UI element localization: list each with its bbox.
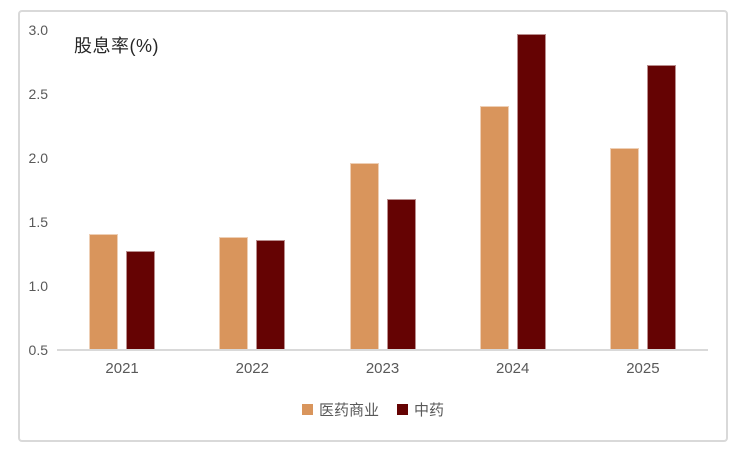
y-tick-label: 0.5 xyxy=(28,342,48,358)
x-tick-label-2023: 2023 xyxy=(365,360,400,377)
x-axis-line xyxy=(57,349,708,351)
bar-2021-series-0 xyxy=(89,233,119,350)
y-tick-label: 2.0 xyxy=(28,150,48,166)
legend-label: 医药商业 xyxy=(318,402,379,419)
legend-label: 中药 xyxy=(414,402,445,419)
bar-2022-series-0 xyxy=(219,237,249,350)
y-tick-label: 3.0 xyxy=(28,22,48,38)
legend-item-0: 医药商业 xyxy=(301,399,379,420)
legend: 医药商业 中药 xyxy=(18,399,728,420)
bar-2022-series-1 xyxy=(256,239,286,350)
y-tick-label: 2.5 xyxy=(28,86,48,102)
bar-2025-series-1 xyxy=(646,64,676,350)
bar-2021-series-1 xyxy=(126,251,156,350)
bar-2023-series-1 xyxy=(386,198,416,350)
legend-swatch-icon xyxy=(397,404,408,415)
x-tick-label-2021: 2021 xyxy=(105,360,139,377)
x-tick-label-2025: 2025 xyxy=(626,360,660,377)
bar-2024-series-1 xyxy=(516,33,546,350)
y-tick-label: 1.5 xyxy=(28,214,48,230)
bar-2023-series-0 xyxy=(349,163,379,350)
bar-2024-series-0 xyxy=(479,105,509,350)
x-tick-label-2024: 2024 xyxy=(496,360,530,377)
bar-2025-series-0 xyxy=(609,147,639,350)
x-tick-label-2022: 2022 xyxy=(235,360,269,377)
chart-title: 股息率(%) xyxy=(74,36,159,56)
legend-item-1: 中药 xyxy=(397,399,444,420)
y-tick-label: 1.0 xyxy=(28,278,48,294)
legend-swatch-icon xyxy=(301,404,313,415)
